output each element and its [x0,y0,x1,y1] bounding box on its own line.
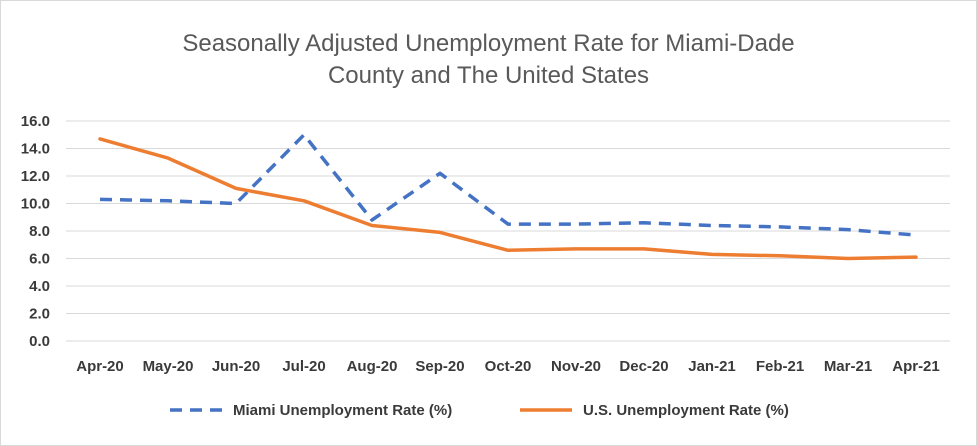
y-axis-tick-labels: 0.0 2.0 4.0 6.0 8.0 10.0 12.0 14.0 16.0 [21,113,50,350]
legend: Miami Unemployment Rate (%) U.S. Unemploy… [170,402,789,419]
y-tick-label: 6.0 [29,251,50,268]
legend-label: U.S. Unemployment Rate (%) [583,402,789,419]
y-tick-label: 12.0 [21,168,50,185]
x-tick-label: Apr-21 [892,358,940,375]
chart-title-line-1: Seasonally Adjusted Unemployment Rate fo… [182,30,795,57]
chart-title: Seasonally Adjusted Unemployment Rate fo… [0,28,977,92]
x-tick-label: Jan-21 [688,358,736,375]
x-tick-label: Jul-20 [282,358,325,375]
data-points [100,135,916,259]
x-tick-label: Aug-20 [347,358,398,375]
y-tick-label: 16.0 [21,113,50,130]
y-tick-label: 0.0 [29,333,50,350]
x-tick-label: Dec-20 [619,358,668,375]
x-tick-label: Feb-21 [756,358,804,375]
y-tick-label: 8.0 [29,223,50,240]
chart-title-line-2: County and The United States [327,62,650,89]
y-tick-label: 4.0 [29,278,50,295]
y-tick-label: 10.0 [21,196,50,213]
y-tick-label: 2.0 [29,306,50,323]
gridlines [66,120,950,342]
series-lines [98,133,918,261]
y-tick-label: 14.0 [21,141,50,158]
x-tick-label: Jun-20 [212,358,260,375]
x-tick-label: Sep-20 [415,358,464,375]
series-line-miami [99,133,917,237]
x-tick-label: Mar-21 [824,358,872,375]
legend-label: Miami Unemployment Rate (%) [233,402,452,419]
x-tick-label: May-20 [143,358,194,375]
x-tick-label: Nov-20 [551,358,601,375]
series-line-us [98,137,918,261]
x-tick-label: Oct-20 [485,358,532,375]
x-tick-label: Apr-20 [76,358,124,375]
x-axis-tick-labels: Apr-20 May-20 Jun-20 Jul-20 Aug-20 Sep-20 Oct-… [76,358,940,375]
